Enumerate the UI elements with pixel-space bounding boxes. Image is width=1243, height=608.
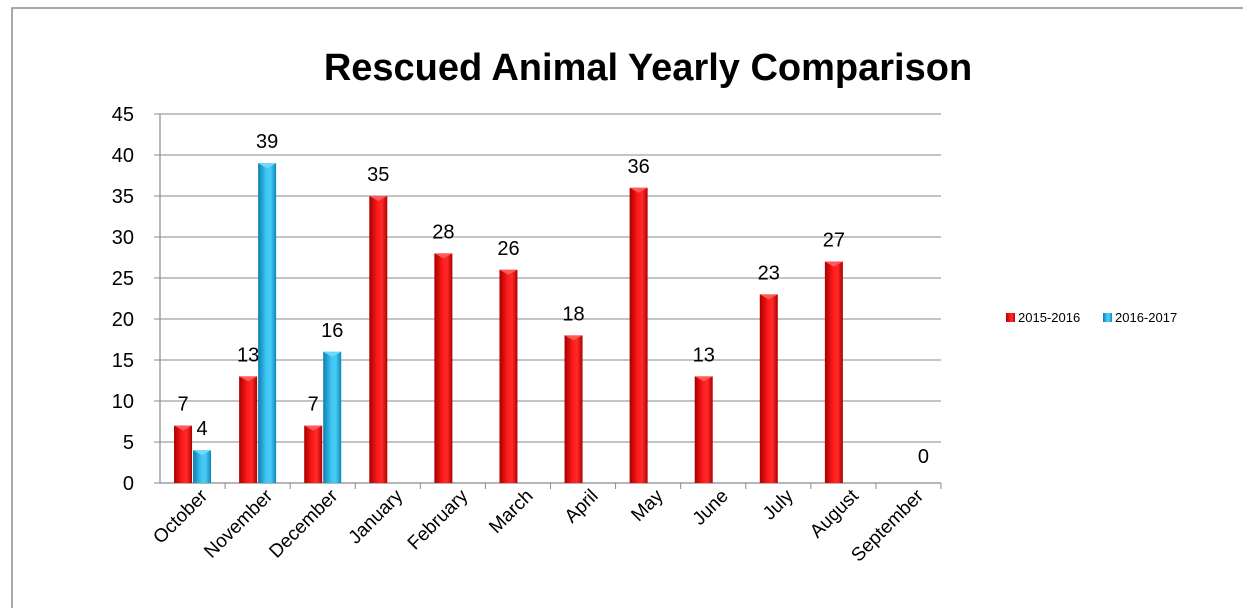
bar-cap bbox=[193, 450, 212, 456]
data-label: 7 bbox=[308, 394, 319, 416]
legend-swatch bbox=[1103, 313, 1112, 322]
bars bbox=[174, 163, 843, 484]
bar-cap bbox=[564, 335, 583, 341]
data-label: 39 bbox=[256, 131, 278, 153]
data-label: 7 bbox=[177, 394, 188, 416]
legend-label: 2015-2016 bbox=[1018, 310, 1080, 325]
bar-2016-2017-November bbox=[258, 163, 277, 483]
bar-cap bbox=[323, 351, 342, 357]
data-label: 27 bbox=[823, 230, 845, 252]
bar-2015-2016-May bbox=[629, 187, 648, 484]
data-label: 0 bbox=[918, 446, 929, 468]
legend-label: 2016-2017 bbox=[1115, 310, 1177, 325]
bar-2015-2016-February bbox=[434, 253, 453, 483]
bar-cap bbox=[694, 376, 713, 382]
data-label: 36 bbox=[628, 156, 650, 178]
bar-2015-2016-June bbox=[694, 376, 713, 483]
data-label: 13 bbox=[693, 344, 715, 366]
bar-2015-2016-January bbox=[369, 196, 388, 483]
bar-2016-2017-December bbox=[323, 351, 342, 483]
y-tick-label: 40 bbox=[112, 145, 134, 167]
bar-2015-2016-March bbox=[499, 269, 518, 483]
legend: 2015-2016 2016-2017 bbox=[1006, 310, 1177, 325]
bar-2015-2016-August bbox=[824, 261, 843, 483]
data-label: 18 bbox=[562, 303, 584, 325]
chart-title: Rescued Animal Yearly Comparison bbox=[324, 47, 972, 89]
bar-2015-2016-November bbox=[239, 376, 258, 483]
bar-cap bbox=[258, 163, 277, 169]
bar-cap bbox=[759, 294, 778, 300]
y-tick-label: 15 bbox=[112, 350, 134, 372]
y-tick-label: 30 bbox=[112, 227, 134, 249]
bar-cap bbox=[499, 269, 518, 275]
data-label: 4 bbox=[196, 418, 207, 440]
legend-swatch bbox=[1006, 313, 1015, 322]
data-label: 13 bbox=[237, 344, 259, 366]
y-tick-label: 10 bbox=[112, 391, 134, 413]
chart-border bbox=[11, 7, 1243, 608]
bar-cap bbox=[434, 253, 453, 259]
bar-2015-2016-October bbox=[174, 425, 193, 483]
bar-2015-2016-April bbox=[564, 335, 583, 483]
bar-cap bbox=[174, 425, 193, 431]
bar-cap bbox=[239, 376, 258, 382]
gridlines bbox=[160, 113, 941, 443]
data-label: 16 bbox=[321, 320, 343, 342]
y-tick-label: 5 bbox=[123, 432, 134, 454]
y-tick-label: 45 bbox=[112, 104, 134, 126]
bar-cap bbox=[304, 425, 323, 431]
y-tick-label: 35 bbox=[112, 186, 134, 208]
bar-2016-2017-October bbox=[193, 450, 212, 483]
data-label: 35 bbox=[367, 164, 389, 186]
y-tick-label: 0 bbox=[123, 473, 134, 495]
y-tick-label: 20 bbox=[112, 309, 134, 331]
bar-cap bbox=[369, 196, 388, 201]
bar-cap bbox=[629, 187, 648, 193]
y-tick-label: 25 bbox=[112, 268, 134, 290]
bar-cap bbox=[824, 261, 843, 267]
data-label: 26 bbox=[497, 238, 519, 260]
data-label: 23 bbox=[758, 262, 780, 284]
data-label: 28 bbox=[432, 221, 454, 243]
bar-2015-2016-July bbox=[759, 294, 778, 483]
bar-2015-2016-December bbox=[304, 425, 323, 483]
